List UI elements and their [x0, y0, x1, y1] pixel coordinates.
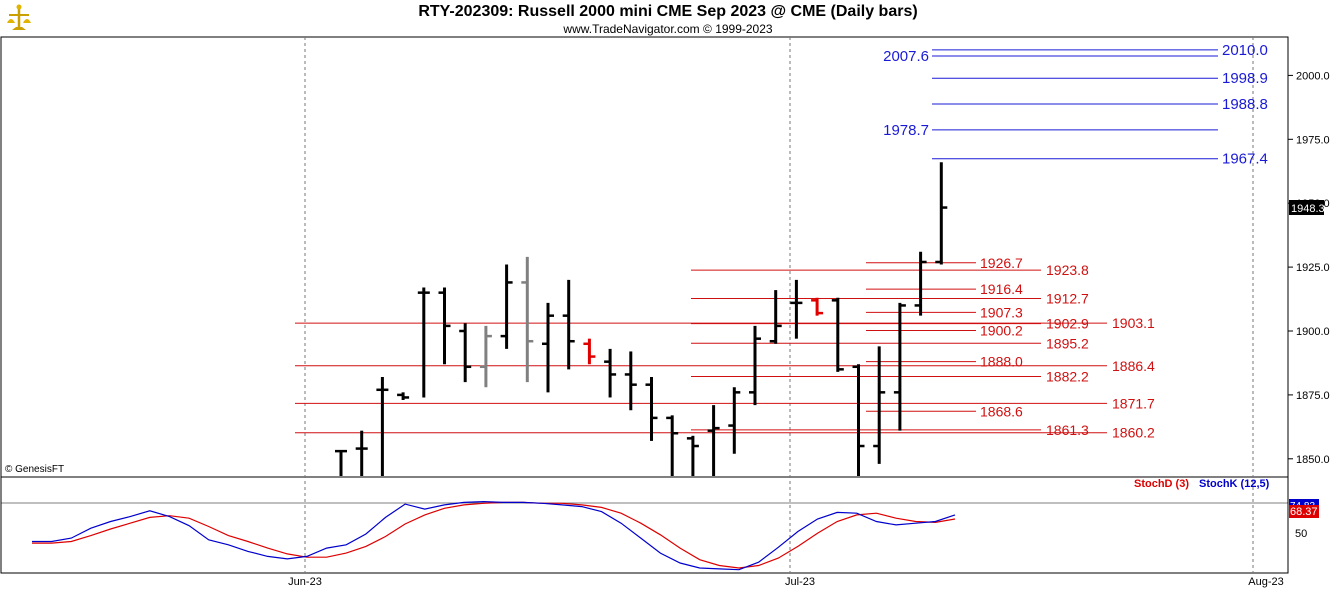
- blue-level-label: 1978.7: [883, 122, 929, 139]
- stochd-line: [32, 501, 956, 569]
- red-level-label: 1861.3: [1046, 422, 1089, 438]
- stochd-last-label: 68.37: [1290, 506, 1318, 518]
- ohlc-bar: [562, 279, 575, 370]
- red-level-label: 1926.7: [980, 255, 1023, 271]
- stochk-legend: StochK (12,5): [1199, 478, 1270, 490]
- ohlc-bar: [686, 435, 699, 476]
- price-tick-label: 1975.0: [1296, 134, 1330, 146]
- trade-navigator-logo-icon: [7, 4, 31, 30]
- ohlc-bar: [893, 302, 906, 431]
- x-tick-aug: Aug-23: [1248, 576, 1283, 588]
- ohlc-bar: [645, 377, 658, 441]
- ohlc-bar: [790, 279, 803, 339]
- ohlc-bar: [624, 351, 637, 411]
- ohlc-bar: [811, 297, 824, 316]
- price-tick-label: 1925.0: [1296, 262, 1330, 274]
- red-level-label: 1868.6: [980, 403, 1023, 419]
- x-tick-jul: Jul-23: [785, 576, 815, 588]
- blue-level-label: 2010.0: [1222, 42, 1268, 59]
- price-tick-label: 1900.0: [1296, 326, 1330, 338]
- last-price-tag: [1289, 200, 1324, 215]
- stochastic-layer: [1, 500, 1288, 571]
- x-tick-jun: Jun-23: [288, 576, 322, 588]
- blue-level-label: 1998.9: [1222, 70, 1268, 87]
- ohlc-bar: [914, 251, 927, 316]
- ohlc-bar: [831, 297, 844, 372]
- watermark: © GenesisFT: [5, 464, 64, 475]
- bars-layer: [335, 162, 948, 476]
- blue-level-label: 2007.6: [883, 48, 929, 65]
- stochk-line: [32, 500, 956, 571]
- price-axis: 2000.01975.01950.01925.01900.01875.01850…: [1288, 70, 1330, 466]
- ohlc-bar: [459, 323, 472, 383]
- red-level-label: 1903.1: [1112, 315, 1155, 331]
- stoch-tick-50: 50: [1295, 528, 1307, 540]
- ohlc-bar: [852, 364, 865, 476]
- ohlc-bar: [479, 325, 492, 388]
- red-level-label: 1888.0: [980, 354, 1023, 370]
- ohlc-bar: [935, 162, 948, 265]
- stochd-legend: StochD (3): [1134, 478, 1189, 490]
- chart-subtitle: www.TradeNavigator.com © 1999-2023: [563, 22, 773, 36]
- red-level-label: 1900.2: [980, 322, 1023, 338]
- ohlc-bar: [376, 377, 389, 476]
- chart-title: RTY-202309: Russell 2000 mini CME Sep 20…: [418, 3, 918, 20]
- red-level-label: 1860.2: [1112, 425, 1155, 441]
- price-tick-label: 2000.0: [1296, 70, 1330, 82]
- ohlc-bar: [542, 302, 554, 393]
- price-panel: [0, 36, 1289, 478]
- blue-level-label: 1967.4: [1222, 151, 1268, 168]
- red-level-label: 1902.9: [1046, 316, 1089, 332]
- ohlc-bar: [769, 290, 782, 344]
- ohlc-bar: [417, 287, 430, 398]
- ohlc-bar: [749, 325, 761, 406]
- blue-level-label: 1988.8: [1222, 96, 1268, 113]
- ohlc-bar: [873, 346, 886, 464]
- red-level-label: 1912.7: [1046, 291, 1089, 307]
- ohlc-bar: [397, 392, 410, 401]
- price-tick-label: 1850.0: [1296, 454, 1330, 466]
- red-level-label: 1923.8: [1046, 262, 1089, 278]
- ohlc-bar: [355, 430, 368, 476]
- ohlc-bar: [583, 338, 596, 365]
- red-level-label: 1882.2: [1046, 368, 1089, 384]
- price-tick-label: 1875.0: [1296, 390, 1330, 402]
- ohlc-bar: [335, 449, 347, 476]
- red-level-label: 1907.3: [980, 304, 1023, 320]
- red-level-label: 1895.2: [1046, 335, 1089, 351]
- red-level-label: 1886.4: [1112, 358, 1155, 374]
- ohlc-bar: [604, 348, 617, 398]
- last-price-label: 1948.3: [1291, 203, 1325, 215]
- red-level-label: 1871.7: [1112, 395, 1155, 411]
- red-level-label: 1916.4: [980, 281, 1023, 297]
- ohlc-bar: [666, 415, 679, 476]
- ohlc-bar: [707, 405, 720, 476]
- ohlc-bar: [500, 264, 513, 349]
- ohlc-bar: [521, 256, 534, 383]
- ohlc-bar: [728, 387, 741, 454]
- ohlc-bar: [438, 287, 451, 365]
- stochd-last-tag: [1289, 505, 1319, 518]
